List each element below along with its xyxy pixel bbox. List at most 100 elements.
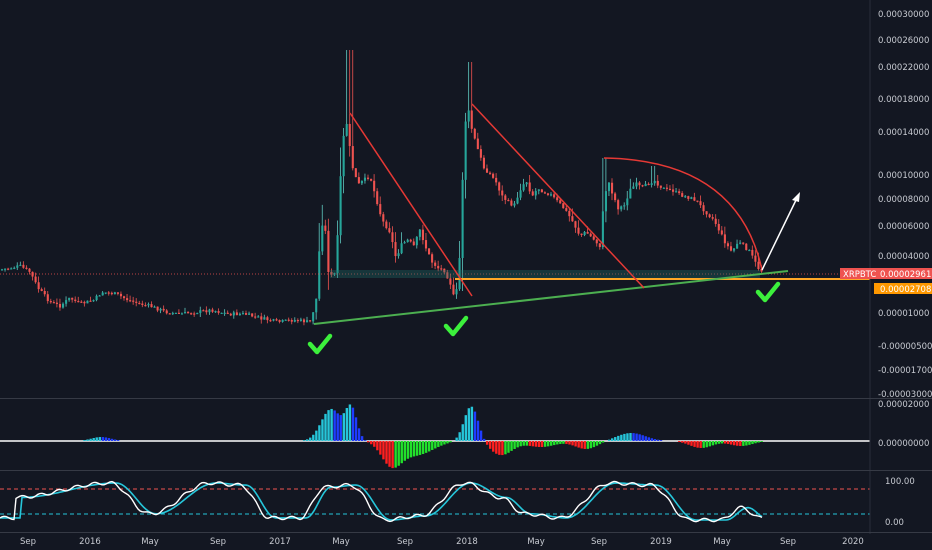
candle-body — [382, 214, 385, 222]
candle-body — [309, 320, 312, 322]
histogram-bar — [638, 434, 641, 441]
histogram-bar — [723, 441, 727, 444]
last-price-tag — [840, 268, 932, 279]
histogram-bar — [699, 441, 702, 448]
candle-body — [589, 233, 592, 237]
price-tick-label: -0.00000500 — [878, 342, 932, 352]
candle-body — [525, 182, 528, 185]
candle-body — [34, 276, 37, 283]
candle-body — [104, 292, 107, 294]
histogram-bar — [446, 441, 449, 444]
candle-body — [675, 191, 678, 193]
candle-body — [385, 221, 388, 229]
histogram-bar — [751, 441, 754, 445]
candle-body — [74, 299, 77, 301]
candle-body — [501, 190, 504, 196]
candle-body — [437, 265, 440, 269]
histogram-bar — [479, 430, 483, 441]
candle-body — [202, 310, 205, 312]
time-tick-label: Sep — [780, 537, 796, 547]
candle-body — [723, 234, 726, 244]
candle-body — [696, 200, 699, 202]
candle-body — [31, 271, 34, 277]
stoch-k-line — [0, 480, 763, 523]
price-tick-label: 0.00004000 — [878, 252, 929, 262]
histogram-bar — [339, 415, 342, 441]
candle-body — [391, 232, 394, 243]
candle-body — [522, 184, 525, 191]
histogram-bar — [565, 441, 568, 444]
histogram-bar — [592, 441, 596, 448]
histogram-bar — [467, 408, 471, 441]
candle-body — [116, 292, 119, 294]
candle-body — [626, 198, 629, 206]
candle-body — [229, 313, 232, 316]
time-tick-label: May — [141, 537, 159, 547]
candle-body — [16, 265, 19, 268]
histogram-bar — [336, 413, 339, 441]
candle-body — [254, 316, 257, 318]
candle-body — [159, 308, 162, 311]
price-tick-label: 0.00001000 — [878, 309, 929, 319]
histogram-bar — [83, 440, 86, 441]
candle-body — [190, 313, 193, 315]
histogram-bar — [702, 441, 705, 448]
candle-body — [373, 180, 376, 192]
candle-body — [119, 293, 123, 297]
candle-body — [376, 191, 379, 205]
histogram-bar — [449, 441, 452, 443]
candle-body — [479, 149, 482, 158]
candle-body — [443, 268, 446, 273]
candle-body — [678, 191, 681, 194]
histogram-bar — [116, 440, 120, 441]
candle-body — [199, 310, 202, 313]
histogram-bar — [110, 438, 114, 441]
histogram-bar — [342, 413, 345, 441]
candle-body — [284, 319, 287, 321]
histogram-bar — [653, 439, 657, 441]
candle-body — [754, 255, 757, 262]
candle-body — [113, 292, 116, 295]
histogram-bar — [363, 440, 367, 441]
candle-body — [455, 289, 458, 295]
candle-body — [574, 221, 577, 228]
histogram-bar — [464, 415, 467, 441]
candle-body — [531, 191, 534, 196]
candle-body — [644, 183, 647, 187]
time-tick-label: May — [713, 537, 731, 547]
histogram-bar — [647, 437, 650, 441]
candle-body — [519, 190, 522, 198]
price-tick-label: -0.00001700 — [878, 366, 932, 376]
time-tick-label: May — [332, 537, 350, 547]
price-tick-label: 0.00026000 — [878, 36, 929, 46]
candle-body — [147, 304, 150, 306]
histogram-bar — [498, 441, 501, 455]
candle-body — [196, 312, 199, 315]
candle-body — [55, 302, 58, 304]
candle-body — [708, 214, 711, 218]
candle-body — [348, 123, 351, 147]
histogram-bar — [89, 438, 92, 441]
histogram-bar — [507, 441, 510, 453]
candle-body — [482, 157, 485, 169]
candle-body — [757, 261, 760, 270]
price-tick-label: 0.00006000 — [878, 222, 929, 232]
candle-body — [208, 309, 211, 313]
candle-body — [623, 205, 626, 207]
candle-body — [638, 182, 641, 186]
histogram-bar — [726, 441, 730, 444]
candle-body — [739, 242, 742, 244]
histogram-bar — [473, 411, 477, 441]
annotations — [0, 103, 870, 355]
candle-body — [211, 309, 214, 312]
candle-body — [287, 319, 290, 321]
histogram-bar — [543, 441, 547, 447]
histogram-bar — [559, 441, 562, 444]
candle-body — [184, 312, 187, 314]
candle-body — [217, 311, 220, 313]
momentum-histogram — [0, 404, 870, 469]
candle-body — [736, 243, 739, 249]
candle-body — [583, 231, 586, 236]
histogram-tick-label: 0.00002000 — [878, 400, 929, 410]
